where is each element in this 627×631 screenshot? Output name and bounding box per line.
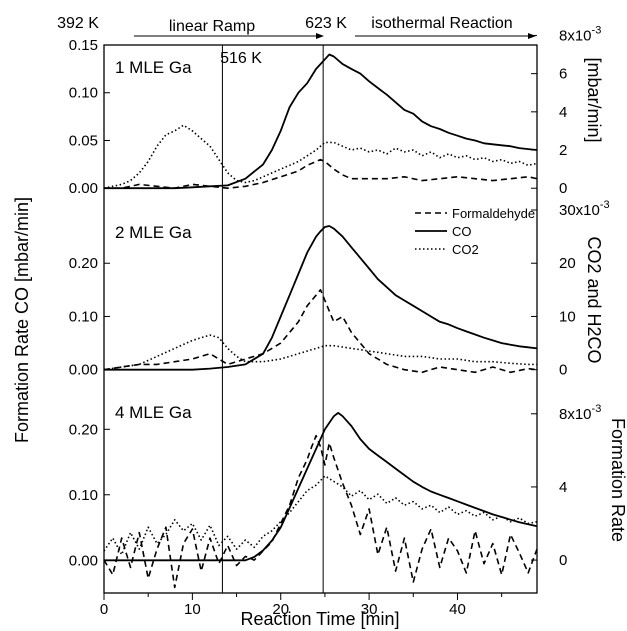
right-tick-label: 6 (559, 66, 567, 83)
left-tick-label: 0.20 (69, 421, 98, 438)
series-co-line (104, 225, 538, 371)
x-tick-label: 30 (361, 601, 378, 618)
left-tick-label: 0.05 (69, 132, 98, 149)
legend-co-label: CO (452, 224, 472, 239)
series-formaldehyde-line (103, 434, 538, 589)
left-tick-label: 0.10 (69, 308, 98, 325)
panel-3: 0.00 0.10 0.20 0 4 8x10-3 4 MLE Ga (69, 403, 601, 589)
left-tick-label: 0.00 (69, 362, 98, 379)
series-formaldehyde-line (104, 158, 538, 189)
x-axis: 0 10 20 30 40 (100, 593, 503, 618)
legend-co2-label: CO2 (452, 242, 479, 257)
right-tick-label: 8x10-3 (559, 403, 601, 423)
right-tick-label: 30x10-3 (559, 199, 610, 219)
series-co-line (104, 412, 538, 562)
left-axis-title: Formation Rate CO [mbar/min] (12, 197, 32, 443)
series-co2-line (103, 475, 538, 556)
panel-1: 0.00 0.05 0.10 0.15 0 2 4 6 8x10-3 1 MLE Ga (69, 24, 602, 197)
right-axis-title-2: CO2 and H2CO (584, 236, 604, 363)
right-tick-label: 2 (559, 142, 567, 159)
left-tick-label: 0.00 (69, 180, 98, 197)
left-tick-label: 0.20 (69, 255, 98, 272)
header-temp-start: 392 K (57, 15, 99, 32)
header-temp-end: 623 K (305, 15, 347, 32)
left-tick-label: 0.10 (69, 85, 98, 102)
left-tick-label: 0.10 (69, 487, 98, 504)
right-axis-title-1: [mbar/min] (584, 57, 604, 142)
x-tick-label: 20 (272, 601, 289, 618)
right-axis-title-3: Formation Rate (608, 418, 627, 542)
x-tick-label: 10 (184, 601, 201, 618)
panel-label: 2 MLE Ga (115, 223, 192, 242)
series-co-line (104, 53, 538, 190)
legend: Formaldehyde CO CO2 (415, 206, 535, 257)
x-tick-label: 40 (449, 601, 466, 618)
right-tick-label: 10 (559, 308, 576, 325)
ramp-arrow-head (316, 33, 324, 39)
series-co2-line (103, 124, 538, 189)
series-co2-line (103, 334, 537, 371)
panel-2: 0.00 0.10 0.20 0 10 20 30x10-3 2 MLE Ga (69, 199, 610, 379)
right-tick-label: 20 (559, 255, 576, 272)
right-tick-label: 4 (559, 479, 567, 496)
right-tick-label: 4 (559, 104, 567, 121)
header-isothermal-label: isothermal Reaction (371, 15, 512, 32)
right-tick-label: 0 (559, 362, 567, 379)
panel-label: 1 MLE Ga (115, 58, 192, 77)
left-tick-label: 0.00 (69, 552, 98, 569)
header-ramp-label: linear Ramp (169, 18, 255, 35)
isothermal-arrow-head (528, 33, 536, 39)
legend-formaldehyde-label: Formaldehyde (452, 206, 535, 221)
x-tick-label: 0 (100, 601, 108, 618)
vertical-marker-lines (221, 45, 324, 593)
x-axis-title: Reaction Time [min] (240, 609, 399, 629)
header-temp-mid: 516 K (220, 50, 262, 67)
right-tick-label: 8x10-3 (559, 24, 601, 44)
panel-label: 4 MLE Ga (115, 403, 192, 422)
plot-frame (103, 44, 538, 594)
right-tick-label: 0 (559, 552, 567, 569)
right-tick-label: 0 (559, 180, 567, 197)
series-formaldehyde-line (103, 289, 538, 374)
left-tick-label: 0.15 (69, 37, 98, 54)
